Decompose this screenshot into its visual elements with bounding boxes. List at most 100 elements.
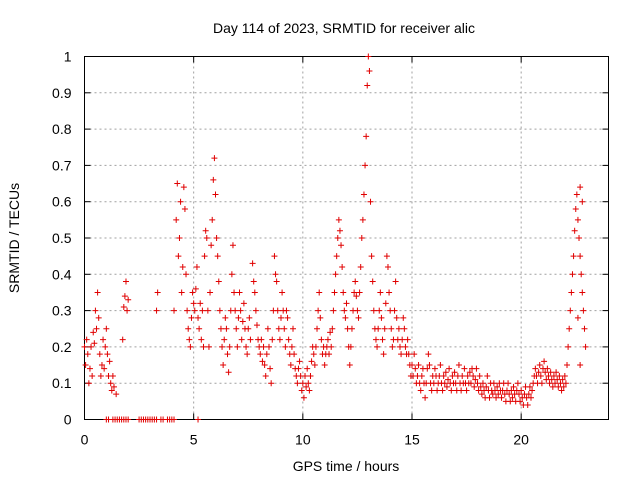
data-point	[98, 362, 105, 369]
data-point	[354, 307, 361, 314]
data-point	[304, 365, 311, 372]
data-point	[348, 325, 355, 332]
data-point	[203, 235, 210, 241]
data-point	[570, 253, 577, 260]
data-point	[93, 325, 100, 332]
data-point	[252, 307, 259, 314]
data-point	[555, 383, 562, 390]
data-point	[223, 325, 230, 332]
data-point	[378, 314, 385, 321]
x-tick-label: 5	[190, 432, 198, 448]
data-point	[578, 271, 585, 278]
data-point	[477, 383, 484, 390]
data-point	[85, 380, 92, 387]
data-point	[510, 383, 517, 390]
data-point	[212, 191, 219, 198]
data-point	[411, 351, 418, 358]
data-point	[333, 253, 340, 260]
data-point	[311, 362, 318, 369]
data-point	[205, 343, 212, 350]
data-point	[200, 343, 207, 350]
data-point	[229, 242, 236, 249]
data-point	[565, 343, 572, 350]
data-point	[120, 303, 127, 310]
data-point	[580, 307, 587, 314]
data-point	[208, 242, 215, 249]
data-point	[326, 351, 333, 358]
tick-layer: 00.10.20.30.40.50.60.70.80.910 5 10 15 20	[52, 49, 609, 448]
data-point	[274, 307, 281, 314]
data-point	[546, 380, 553, 387]
data-point	[113, 391, 120, 398]
data-point	[370, 307, 377, 314]
y-tick-label: 0.5	[52, 230, 72, 246]
data-point	[471, 383, 478, 390]
data-point	[107, 380, 114, 387]
data-point	[491, 387, 498, 394]
data-point	[331, 289, 338, 296]
data-point	[527, 394, 534, 401]
data-point	[221, 336, 228, 343]
data-point	[544, 365, 551, 372]
data-point	[89, 372, 96, 379]
data-point	[109, 372, 116, 379]
data-point	[204, 307, 211, 314]
data-point	[81, 343, 88, 350]
data-point	[250, 278, 257, 285]
y-tick-label: 0.3	[52, 303, 72, 319]
data-point	[443, 383, 450, 390]
data-point	[265, 343, 272, 350]
data-point	[466, 369, 473, 376]
data-point	[284, 314, 291, 321]
data-point	[395, 325, 402, 332]
data-point	[574, 314, 581, 321]
data-point	[278, 314, 284, 321]
data-point	[405, 351, 412, 358]
data-point	[88, 343, 95, 350]
data-point	[327, 329, 334, 336]
data-point	[425, 351, 432, 358]
data-point	[189, 289, 196, 296]
data-point	[106, 358, 113, 365]
data-point	[91, 340, 98, 347]
data-point	[339, 264, 346, 271]
data-point	[355, 314, 362, 321]
data-point	[281, 325, 288, 332]
data-point	[506, 391, 513, 398]
data-point	[329, 325, 336, 332]
data-point	[495, 391, 502, 398]
data-point	[524, 401, 531, 408]
data-point	[391, 307, 398, 314]
data-point	[195, 314, 202, 321]
data-point	[308, 358, 315, 365]
y-tick-label: 0.4	[52, 266, 72, 282]
data-point	[573, 191, 580, 198]
data-point	[262, 372, 269, 379]
data-point	[210, 176, 217, 183]
data-point	[338, 242, 345, 249]
chart-title: Day 114 of 2023, SRMTID for receiver ali…	[213, 20, 475, 36]
data-point	[347, 343, 354, 350]
data-point	[508, 387, 515, 394]
data-point	[369, 278, 376, 285]
data-point	[199, 307, 206, 314]
data-point	[341, 307, 348, 314]
data-point	[121, 293, 128, 300]
data-point	[560, 383, 567, 390]
data-point	[103, 325, 110, 332]
data-point	[315, 307, 322, 314]
data-point	[431, 365, 438, 372]
data-point	[207, 289, 214, 296]
data-point	[581, 325, 588, 332]
data-point	[514, 380, 521, 387]
data-point	[312, 343, 319, 350]
data-point	[92, 307, 99, 314]
data-point	[238, 336, 245, 343]
data-point	[181, 205, 188, 212]
grid-layer	[84, 56, 609, 420]
data-point	[532, 365, 539, 372]
data-point	[375, 325, 382, 332]
data-point	[368, 253, 375, 260]
data-point	[330, 307, 337, 314]
data-point	[171, 416, 178, 423]
